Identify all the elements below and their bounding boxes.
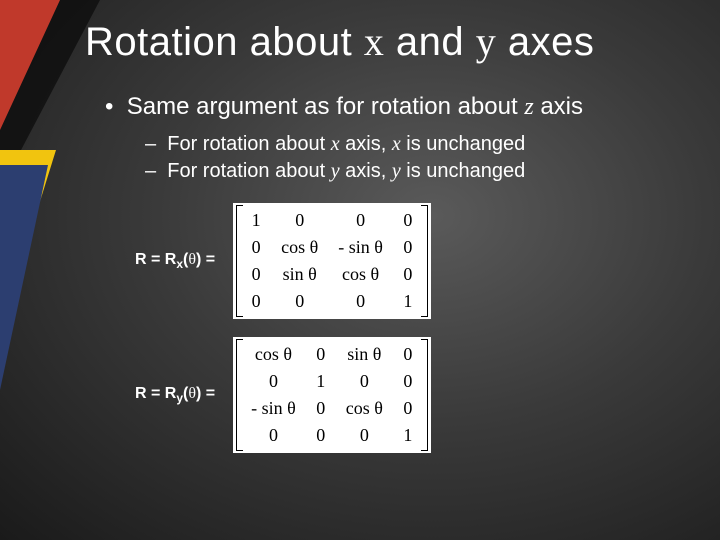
sub1-mid: axis, [340, 133, 392, 155]
equation-rx: R = Rx(θ) = 1000 0cos θ- sin θ0 0sin θco… [135, 203, 700, 319]
bracket-left-icon [236, 339, 243, 451]
cell: cos θ [271, 234, 328, 261]
title-mid: and [384, 20, 475, 64]
sub2-v1: y [331, 160, 340, 182]
cell: - sin θ [241, 395, 306, 422]
cell: 0 [241, 261, 271, 288]
cell: 0 [271, 288, 328, 315]
sub2-pre: For rotation about [167, 160, 330, 182]
stripe-blue [0, 165, 48, 390]
cell: 0 [393, 261, 423, 288]
table-row: 1000 [241, 207, 423, 234]
sub2-mid: axis, [340, 160, 392, 182]
cell: 0 [393, 368, 423, 395]
matrix-rx: 1000 0cos θ- sin θ0 0sin θcos θ0 0001 [233, 203, 431, 319]
bullet-z: z [524, 94, 533, 120]
bracket-left-icon [236, 205, 243, 317]
title-pre: Rotation about [85, 20, 364, 64]
cell: 0 [328, 207, 393, 234]
cell: 0 [241, 288, 271, 315]
eq2-close: ) = [196, 385, 215, 402]
eq-label-ry: R = Ry(θ) = [135, 385, 215, 405]
cell: 0 [306, 422, 336, 449]
cell: cos θ [328, 261, 393, 288]
table-row: 0sin θcos θ0 [241, 261, 423, 288]
slide-content: Rotation about x and y axes • Same argum… [85, 18, 700, 453]
sub-marker-1: – [145, 133, 156, 155]
cell: 0 [393, 341, 423, 368]
matrix-rx-table: 1000 0cos θ- sin θ0 0sin θcos θ0 0001 [241, 207, 423, 315]
matrix-ry-table: cos θ0sin θ0 0100 - sin θ0cos θ0 0001 [241, 341, 423, 449]
table-row: 0100 [241, 368, 423, 395]
table-row: 0001 [241, 288, 423, 315]
table-row: - sin θ0cos θ0 [241, 395, 423, 422]
sub1-post: is unchanged [401, 133, 526, 155]
sub-line-2: – For rotation about y axis, y is unchan… [145, 158, 700, 185]
bullet-post: axis [534, 93, 583, 120]
sub-bullets: – For rotation about x axis, x is unchan… [145, 131, 700, 185]
eq1-close: ) = [196, 251, 215, 268]
cell: sin θ [336, 341, 393, 368]
cell: cos θ [241, 341, 306, 368]
sub2-v2: y [392, 160, 401, 182]
cell: 0 [306, 395, 336, 422]
cell: 1 [393, 422, 423, 449]
cell: cos θ [336, 395, 393, 422]
bracket-right-icon [421, 339, 428, 451]
cell: 1 [306, 368, 336, 395]
eq1-theta: θ [188, 251, 196, 268]
sub1-v2: x [392, 133, 401, 155]
title-post: axes [496, 20, 594, 64]
cell: 0 [336, 368, 393, 395]
cell: 0 [393, 234, 423, 261]
sub1-v1: x [331, 133, 340, 155]
sub-marker-2: – [145, 160, 156, 182]
stripe-red [0, 0, 60, 130]
eq2-pre: R = R [135, 385, 176, 402]
cell: 0 [271, 207, 328, 234]
cell: 0 [393, 395, 423, 422]
cell: 0 [336, 422, 393, 449]
bullet-pre: Same argument as for rotation about [127, 93, 525, 120]
sub2-post: is unchanged [401, 160, 526, 182]
table-row: 0cos θ- sin θ0 [241, 234, 423, 261]
cell: sin θ [271, 261, 328, 288]
sub1-pre: For rotation about [167, 133, 330, 155]
cell: 0 [306, 341, 336, 368]
cell: 0 [241, 422, 306, 449]
cell: 0 [328, 288, 393, 315]
bracket-right-icon [421, 205, 428, 317]
cell: 1 [241, 207, 271, 234]
title-y: y [476, 19, 497, 64]
cell: 0 [241, 234, 271, 261]
sub-line-1: – For rotation about x axis, x is unchan… [145, 131, 700, 158]
eq-label-rx: R = Rx(θ) = [135, 251, 215, 271]
table-row: 0001 [241, 422, 423, 449]
table-row: cos θ0sin θ0 [241, 341, 423, 368]
bullet-main: • Same argument as for rotation about z … [105, 93, 700, 121]
eq1-pre: R = R [135, 251, 176, 268]
cell: 1 [393, 288, 423, 315]
cell: 0 [393, 207, 423, 234]
matrix-ry: cos θ0sin θ0 0100 - sin θ0cos θ0 0001 [233, 337, 431, 453]
slide-title: Rotation about x and y axes [85, 18, 700, 65]
bullet-marker: • [105, 93, 113, 120]
equation-ry: R = Ry(θ) = cos θ0sin θ0 0100 - sin θ0co… [135, 337, 700, 453]
title-x: x [364, 19, 385, 64]
cell: 0 [241, 368, 306, 395]
eq2-theta: θ [188, 385, 196, 402]
cell: - sin θ [328, 234, 393, 261]
